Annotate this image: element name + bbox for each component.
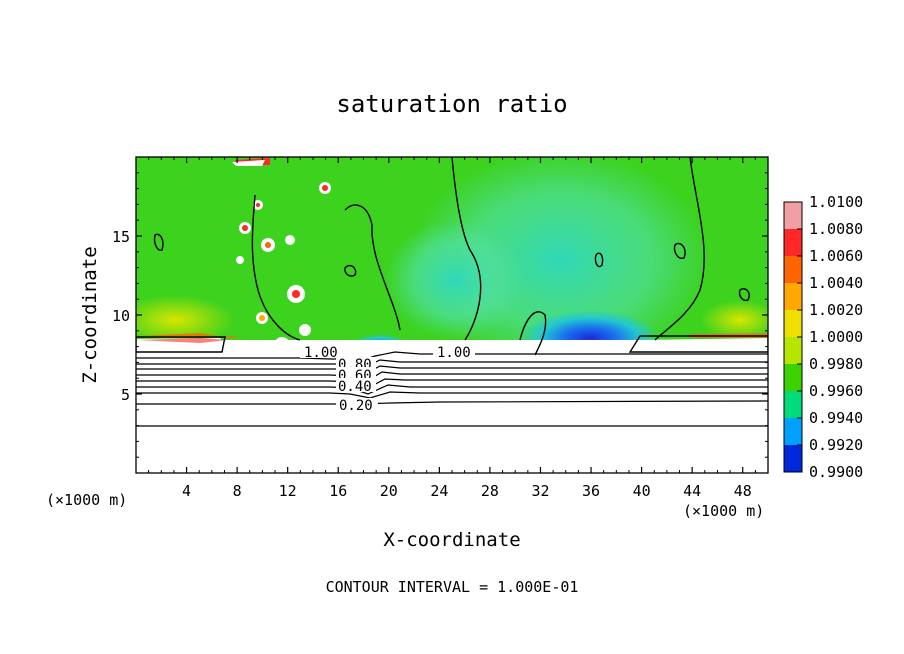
x-axis-ticks: 4 8 12 16 20 24 28 32 36 40 44 48	[148, 157, 756, 500]
plot-field	[136, 157, 768, 473]
x-unit-label-left: (×1000 m)	[46, 491, 127, 509]
colorbar-swatch	[784, 364, 802, 391]
colorbar-swatch	[784, 337, 802, 364]
colorbar-swatch	[784, 256, 802, 283]
x-tick-label: 16	[329, 482, 347, 500]
x-tick-label: 8	[233, 482, 242, 500]
colorbar-swatch	[784, 283, 802, 310]
y-axis-label: Z-coordinate	[79, 246, 101, 383]
contour-interval-note: CONTOUR INTERVAL = 1.000E-01	[326, 578, 579, 596]
contour-label-2: 1.00	[437, 345, 471, 361]
colorbar-level-label: 0.9940	[809, 409, 863, 427]
x-tick-label: 28	[481, 482, 499, 500]
x-tick-label: 48	[734, 482, 752, 500]
y-tick-label: 15	[112, 228, 130, 246]
contour-label-5: 0.40	[338, 379, 372, 395]
colorbar-swatch	[784, 202, 802, 229]
colorbar: 1.0100 1.0080 1.0060 1.0040 1.0020 1.0000 0.99…	[783, 193, 863, 481]
colorbar-level-label: 1.0060	[809, 247, 863, 265]
colorbar-swatch	[784, 391, 802, 418]
colorbar-level-label: 0.9980	[809, 355, 863, 373]
x-tick-label: 24	[430, 482, 448, 500]
x-tick-label: 4	[182, 482, 191, 500]
x-tick-label: 32	[531, 482, 549, 500]
contour-label-6: 0.20	[339, 398, 373, 414]
colorbar-level-label: 1.0040	[809, 274, 863, 292]
y-tick-label: 5	[121, 386, 130, 404]
x-tick-label: 44	[683, 482, 701, 500]
saturation-contours	[136, 157, 768, 356]
x-axis-label: X-coordinate	[383, 529, 520, 551]
colorbar-swatch	[784, 418, 802, 445]
colorbar-swatch	[784, 310, 802, 337]
colorbar-level-label: 1.0100	[809, 193, 863, 211]
chart-title: saturation ratio	[336, 90, 567, 118]
colorbar-level-label: 0.9920	[809, 436, 863, 454]
contour-labels: 1.00 1.00 0.80 0.60 0.40 0.20	[300, 344, 475, 414]
x-tick-label: 40	[633, 482, 651, 500]
x-tick-label: 36	[582, 482, 600, 500]
colorbar-level-label: 1.0000	[809, 328, 863, 346]
colorbar-swatch	[784, 229, 802, 256]
colorbar-level-label: 1.0080	[809, 220, 863, 238]
y-axis-ticks: 5 10 15	[112, 172, 768, 458]
colorbar-level-label: 1.0020	[809, 301, 863, 319]
colorbar-level-label: 0.9900	[809, 463, 863, 481]
x-tick-label: 20	[380, 482, 398, 500]
colorbar-swatch	[784, 445, 802, 472]
y-tick-label: 10	[112, 307, 130, 325]
contour-label-1: 1.00	[304, 345, 338, 361]
x-tick-label: 12	[279, 482, 297, 500]
x-unit-label-right: (×1000 m)	[683, 502, 764, 520]
scattered-cloud-cells	[232, 158, 331, 353]
colorbar-level-label: 0.9960	[809, 382, 863, 400]
